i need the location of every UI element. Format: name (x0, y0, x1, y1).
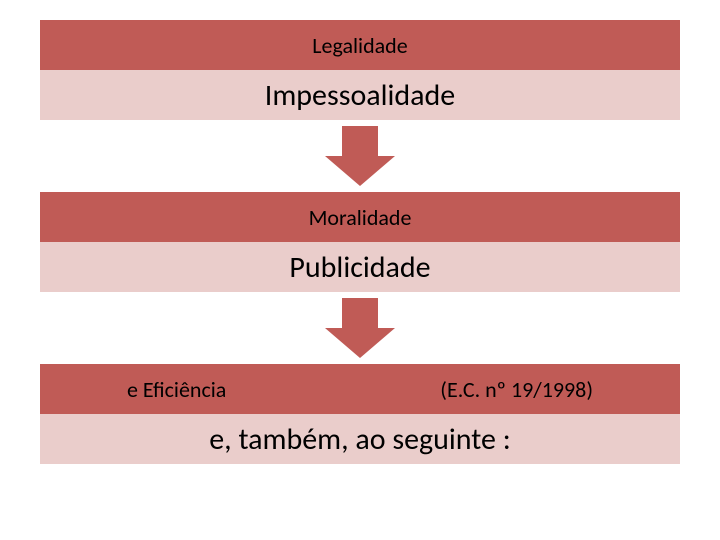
block-3-top-left: e Eficiência (127, 376, 226, 403)
block-3-top: e Eficiência (E.C. nº 19/1998) (40, 364, 680, 414)
down-arrow-icon (325, 298, 395, 358)
block-1: Legalidade Impessoalidade (40, 20, 680, 120)
block-2-bottom-label: Publicidade (289, 249, 430, 286)
block-3-bottom-label: e, também, ao seguinte : (209, 421, 510, 458)
arrow-1 (40, 126, 680, 186)
block-1-top: Legalidade (40, 20, 680, 70)
down-arrow-icon (325, 126, 395, 186)
block-1-top-label: Legalidade (312, 32, 407, 59)
block-1-bottom-label: Impessoalidade (265, 77, 455, 114)
arrow-2 (40, 298, 680, 358)
block-1-bottom: Impessoalidade (40, 70, 680, 120)
block-3-top-right: (E.C. nº 19/1998) (440, 376, 593, 403)
block-2-top: Moralidade (40, 192, 680, 242)
block-3: e Eficiência (E.C. nº 19/1998) e, também… (40, 364, 680, 464)
block-2-top-label: Moralidade (309, 204, 412, 231)
block-2: Moralidade Publicidade (40, 192, 680, 292)
block-2-bottom: Publicidade (40, 242, 680, 292)
block-3-bottom: e, também, ao seguinte : (40, 414, 680, 464)
